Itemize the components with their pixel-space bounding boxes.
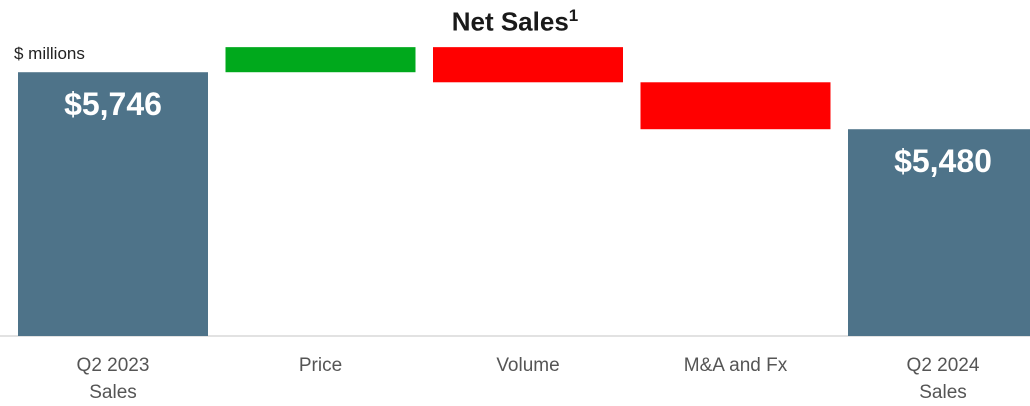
bar bbox=[225, 47, 416, 73]
x-tick-label: Price bbox=[298, 355, 343, 376]
x-tick-label: Volume bbox=[496, 355, 560, 376]
bar bbox=[848, 129, 1030, 336]
bar bbox=[640, 82, 831, 130]
title-text: Net Sales bbox=[451, 6, 569, 37]
bar bbox=[18, 72, 208, 336]
x-tick-label: Q2 2024 Sales bbox=[906, 355, 980, 403]
value-label: $5,480 bbox=[894, 143, 992, 180]
unit-label: $ millions bbox=[14, 44, 85, 63]
x-tick-label: Q2 2023 Sales bbox=[76, 355, 150, 403]
x-tick-label: M&A and Fx bbox=[683, 355, 788, 376]
chart-title: Net Sales1 bbox=[0, 6, 1030, 38]
value-label: $5,746 bbox=[64, 86, 162, 123]
bar bbox=[433, 47, 623, 83]
title-footnote: 1 bbox=[568, 6, 579, 25]
